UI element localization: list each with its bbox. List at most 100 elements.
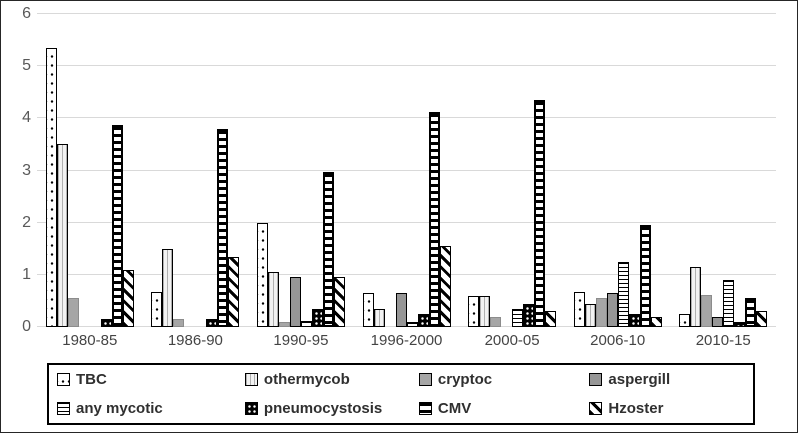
- bar-slot-cmv: [217, 128, 229, 327]
- bar-aspergill-2010-15: [712, 316, 724, 327]
- bar-anymycotic-1990-95: [300, 320, 312, 327]
- bar-cluster: [679, 1, 768, 327]
- category-1980-85: 1980-85: [37, 1, 143, 349]
- bar-cryptoc-2010-15: [701, 294, 713, 327]
- legend-item-cmv: CMV: [418, 400, 590, 417]
- bar-slot-anymycotic: [300, 320, 312, 327]
- gridline-y1: [37, 273, 776, 275]
- bar-slot-aspergill: [712, 316, 724, 327]
- bar-tbc-1980-85: [45, 47, 57, 327]
- bar-slot-anymycotic: [617, 261, 629, 327]
- bar-hzoster-1986-90: [228, 256, 240, 327]
- bar-cmv-1986-90: [217, 128, 229, 327]
- bar-tbc-2006-10: [573, 291, 585, 327]
- x-axis-label: 1980-85: [62, 332, 118, 349]
- bar-cluster: [362, 1, 451, 327]
- bar-cryptoc-1986-90: [173, 319, 185, 327]
- cryptoc-legend-swatch-icon: [418, 373, 432, 386]
- bar-anymycotic-2006-10: [617, 261, 629, 327]
- legend-label: Hzoster: [608, 400, 664, 417]
- bar-othermycob-2006-10: [584, 303, 596, 327]
- legend-label: TBC: [76, 371, 107, 388]
- bar-slot-tbc: [468, 295, 480, 327]
- bar-aspergill-1996-2000: [395, 293, 407, 327]
- bar-slot-cryptoc: [278, 321, 290, 327]
- bar-cryptoc-2006-10: [595, 298, 607, 327]
- bar-slot-othermycob: [267, 272, 279, 327]
- bar-slot-cmv: [322, 172, 334, 327]
- othermycob-legend-swatch-icon: [244, 373, 258, 386]
- y-tick-label: 0: [22, 318, 31, 335]
- legend-item-cryptoc: cryptoc: [418, 371, 590, 388]
- bar-cmv-1996-2000: [428, 112, 440, 327]
- bar-cmv-1990-95: [322, 172, 334, 327]
- bar-cluster: [256, 1, 345, 327]
- bar-cluster: [573, 1, 662, 327]
- bar-othermycob-2010-15: [690, 267, 702, 327]
- bar-cmv-2006-10: [639, 225, 651, 327]
- bar-slot-pneumocystosis: [628, 313, 640, 327]
- category-groups: 1980-85 1986-90 1990-95 1996-2000 2000-05 200…: [37, 1, 776, 349]
- bar-slot-tbc: [362, 293, 374, 327]
- bar-slot-cmv: [428, 112, 440, 327]
- bar-slot-othermycob: [373, 308, 385, 327]
- tbc-legend-swatch-icon: [57, 373, 70, 386]
- bar-pneumocystosis-1980-85: [100, 319, 112, 327]
- x-axis-label: 2010-15: [695, 332, 751, 349]
- bar-slot-cryptoc: [490, 316, 502, 327]
- bar-pneumocystosis-1990-95: [311, 308, 323, 327]
- cmv-legend-swatch-icon: [418, 402, 432, 415]
- bar-tbc-2000-05: [468, 295, 480, 327]
- y-tick-label: 4: [22, 109, 31, 127]
- bar-slot-hzoster: [439, 246, 451, 327]
- bar-hzoster-1980-85: [122, 269, 134, 327]
- bar-othermycob-1996-2000: [373, 308, 385, 327]
- bar-tbc-1990-95: [256, 222, 268, 327]
- bar-slot-pneumocystosis: [417, 313, 429, 327]
- category-1986-90: 1986-90: [143, 1, 249, 349]
- bar-slot-cmv: [745, 298, 757, 327]
- bar-pneumocystosis-2010-15: [734, 321, 746, 327]
- bar-slot-hzoster: [545, 311, 557, 327]
- bar-slot-anymycotic: [512, 308, 524, 327]
- y-tick-label: 5: [22, 57, 31, 75]
- y-tick-label: 2: [22, 213, 31, 231]
- category-2010-15: 2010-15: [670, 1, 776, 349]
- bar-pneumocystosis-2006-10: [628, 313, 640, 327]
- bar-slot-hzoster: [756, 311, 768, 327]
- legend-label: aspergill: [608, 371, 671, 388]
- bar-slot-tbc: [573, 291, 585, 327]
- legend-item-othermycob: othermycob: [244, 371, 419, 388]
- legend-item-hzoster: Hzoster: [589, 400, 753, 417]
- bar-slot-anymycotic: [406, 321, 418, 327]
- y-tick-label: 1: [22, 265, 31, 283]
- gridline-y5: [37, 65, 776, 67]
- category-1990-95: 1990-95: [248, 1, 354, 349]
- category-2006-10: 2006-10: [565, 1, 671, 349]
- bar-slot-aspergill: [289, 277, 301, 327]
- legend-label: othermycob: [263, 371, 350, 388]
- legend-item-pneumocystosis: pneumocystosis: [244, 400, 419, 417]
- gridline-y2: [37, 221, 776, 223]
- anymycotic-legend-swatch-icon: [57, 402, 70, 415]
- bar-cmv-1980-85: [111, 125, 123, 327]
- bar-anymycotic-1996-2000: [406, 321, 418, 327]
- gridline-y4: [37, 117, 776, 119]
- bar-pneumocystosis-1996-2000: [417, 313, 429, 327]
- bar-hzoster-2000-05: [545, 311, 557, 327]
- hzoster-legend-swatch-icon: [589, 402, 603, 415]
- bar-slot-tbc: [45, 47, 57, 327]
- bar-tbc-1986-90: [151, 291, 163, 327]
- bar-anymycotic-2000-05: [512, 308, 524, 327]
- bar-slot-othermycob: [690, 267, 702, 327]
- bar-slot-pneumocystosis: [100, 319, 112, 327]
- bar-slot-anymycotic: [723, 280, 735, 327]
- gridline-y3: [37, 169, 776, 171]
- bar-slot-othermycob: [56, 144, 68, 327]
- category-2000-05: 2000-05: [459, 1, 565, 349]
- bar-slot-pneumocystosis: [311, 308, 323, 327]
- bar-cluster: [468, 1, 557, 327]
- x-axis-label: 1986-90: [167, 332, 223, 349]
- legend-item-tbc: TBC: [57, 371, 245, 388]
- y-tick-label: 6: [22, 5, 31, 22]
